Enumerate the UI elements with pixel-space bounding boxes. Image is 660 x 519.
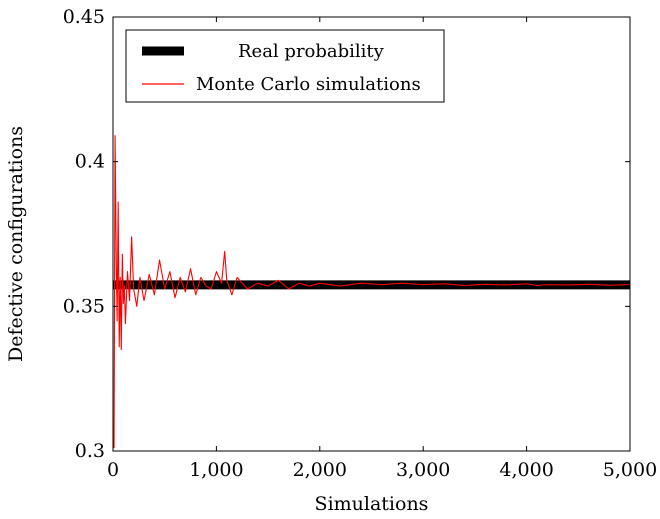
x-tick-label: 0 [107, 459, 119, 481]
y-axis-label: Defective configurations [5, 126, 27, 362]
y-tick-label: 0.35 [63, 295, 105, 317]
y-tick-label: 0.45 [63, 6, 105, 28]
series-monte-carlo-line [113, 135, 631, 449]
y-tick-label: 0.4 [75, 151, 105, 173]
series-layer [113, 135, 631, 449]
legend-box [125, 29, 445, 103]
x-axis-label: Simulations [315, 493, 429, 515]
x-tick-label: 1,000 [189, 459, 243, 481]
x-tick-label: 3,000 [396, 459, 450, 481]
axes-layer: 0 1,000 2,000 3,000 4,000 5,000 0.3 0.35 0.4 0.45… [5, 6, 657, 515]
x-tick-label: 4,000 [499, 459, 553, 481]
x-tick-label: 5,000 [603, 459, 657, 481]
y-tick-label: 0.3 [75, 440, 105, 462]
legend-label-real-probability: Real probability [238, 41, 385, 62]
legend: Real probability Monte Carlo simulations [125, 29, 445, 103]
plot-frame [112, 16, 631, 452]
legend-label-monte-carlo: Monte Carlo simulations [196, 74, 421, 95]
x-tick-label: 2,000 [293, 459, 347, 481]
